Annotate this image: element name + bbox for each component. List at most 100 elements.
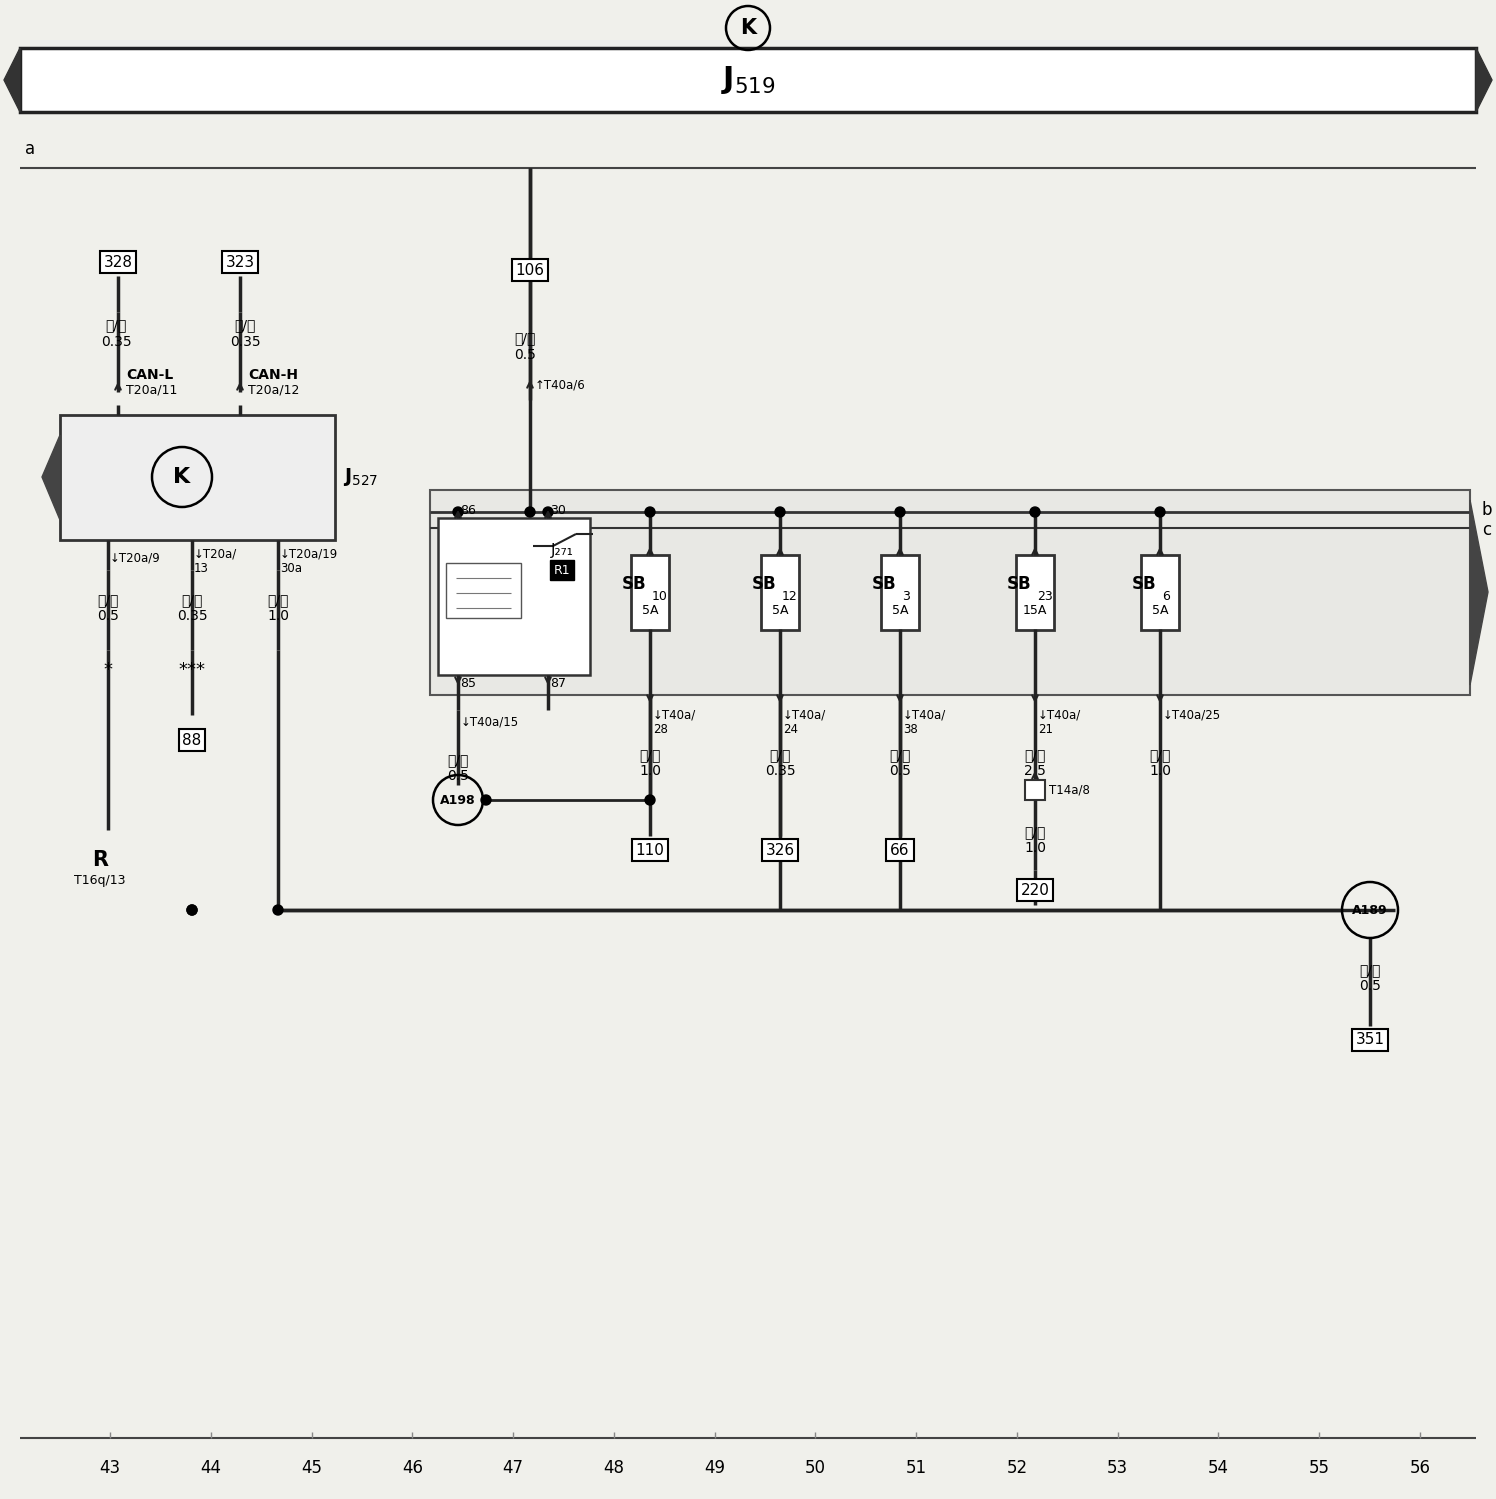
Text: 红/绿: 红/绿 bbox=[447, 752, 468, 767]
Text: 0.35: 0.35 bbox=[764, 764, 796, 778]
Text: SB: SB bbox=[751, 576, 776, 594]
Text: 30: 30 bbox=[551, 504, 565, 517]
Bar bbox=[429, 490, 1471, 696]
Text: $\mathbf{J}_{519}$: $\mathbf{J}_{519}$ bbox=[721, 64, 775, 96]
Text: 0.5: 0.5 bbox=[889, 764, 911, 778]
Text: 红/黄: 红/黄 bbox=[1360, 962, 1381, 977]
Text: SB: SB bbox=[1007, 576, 1031, 594]
Text: 86: 86 bbox=[459, 504, 476, 517]
Text: 0.5: 0.5 bbox=[447, 769, 468, 782]
Text: R1: R1 bbox=[554, 564, 570, 577]
Circle shape bbox=[525, 507, 536, 517]
Text: 红/黑: 红/黑 bbox=[515, 331, 536, 345]
Text: 红/黄: 红/黄 bbox=[268, 594, 289, 607]
Circle shape bbox=[453, 507, 462, 517]
Text: a: a bbox=[25, 139, 34, 157]
Text: 红/绿: 红/绿 bbox=[639, 748, 661, 761]
Text: ↓T20a/19: ↓T20a/19 bbox=[280, 547, 338, 561]
Circle shape bbox=[187, 905, 197, 914]
Circle shape bbox=[1155, 507, 1165, 517]
Text: R: R bbox=[91, 850, 108, 869]
Text: b: b bbox=[1483, 501, 1493, 519]
Text: SB: SB bbox=[1131, 576, 1156, 594]
Text: 1.0: 1.0 bbox=[639, 764, 661, 778]
Text: 85: 85 bbox=[459, 676, 476, 690]
Circle shape bbox=[272, 905, 283, 914]
Text: 0.5: 0.5 bbox=[1358, 979, 1381, 992]
Text: 橙/棕: 橙/棕 bbox=[105, 318, 127, 331]
Text: A189: A189 bbox=[1352, 904, 1388, 916]
Text: c: c bbox=[1483, 522, 1492, 540]
Text: 6: 6 bbox=[1162, 591, 1170, 603]
Text: 0.5: 0.5 bbox=[515, 348, 536, 361]
Text: CAN-L: CAN-L bbox=[126, 367, 174, 382]
Text: 13: 13 bbox=[194, 562, 209, 574]
Text: 红/黄: 红/黄 bbox=[1025, 748, 1046, 761]
Text: ↓T20a/: ↓T20a/ bbox=[194, 547, 238, 561]
Text: 灰/绿: 灰/绿 bbox=[97, 594, 118, 607]
Text: 51: 51 bbox=[905, 1459, 926, 1477]
Text: 87: 87 bbox=[551, 676, 565, 690]
Circle shape bbox=[775, 507, 785, 517]
Text: 红/黄: 红/黄 bbox=[1149, 748, 1171, 761]
Text: 220: 220 bbox=[1020, 883, 1049, 898]
Text: 110: 110 bbox=[636, 842, 664, 857]
Text: K: K bbox=[741, 18, 755, 37]
Text: 5A: 5A bbox=[1152, 604, 1168, 616]
Text: T14a/8: T14a/8 bbox=[1049, 784, 1091, 796]
Text: 黑/白: 黑/白 bbox=[181, 594, 202, 607]
Text: 23: 23 bbox=[1037, 591, 1053, 603]
Text: 56: 56 bbox=[1409, 1459, 1430, 1477]
Text: 1.0: 1.0 bbox=[266, 609, 289, 624]
Text: 43: 43 bbox=[99, 1459, 121, 1477]
Text: 3: 3 bbox=[902, 591, 910, 603]
Circle shape bbox=[482, 794, 491, 805]
Bar bbox=[60, 415, 335, 540]
Text: 28: 28 bbox=[652, 723, 667, 736]
Text: J₂₇₁: J₂₇₁ bbox=[551, 543, 573, 558]
Text: 328: 328 bbox=[103, 255, 133, 270]
Text: ↓T20a/9: ↓T20a/9 bbox=[111, 552, 160, 565]
Text: T20a/11: T20a/11 bbox=[126, 384, 178, 397]
Circle shape bbox=[645, 507, 655, 517]
Text: 12: 12 bbox=[782, 591, 797, 603]
Text: 52: 52 bbox=[1007, 1459, 1028, 1477]
Text: ↓T40a/25: ↓T40a/25 bbox=[1162, 709, 1221, 721]
Text: 47: 47 bbox=[503, 1459, 524, 1477]
Text: 88: 88 bbox=[183, 733, 202, 748]
Bar bbox=[446, 564, 521, 618]
Text: ↓T40a/: ↓T40a/ bbox=[1038, 709, 1082, 721]
Bar bbox=[1025, 779, 1046, 800]
Text: 54: 54 bbox=[1207, 1459, 1228, 1477]
Text: 24: 24 bbox=[782, 723, 797, 736]
Circle shape bbox=[895, 507, 905, 517]
Text: 红/绿: 红/绿 bbox=[1025, 824, 1046, 839]
Text: 50: 50 bbox=[805, 1459, 826, 1477]
Text: 53: 53 bbox=[1107, 1459, 1128, 1477]
Text: CAN-H: CAN-H bbox=[248, 367, 298, 382]
Text: ↓T40a/: ↓T40a/ bbox=[782, 709, 826, 721]
Text: 66: 66 bbox=[890, 842, 910, 857]
Text: 48: 48 bbox=[603, 1459, 624, 1477]
Bar bbox=[19, 48, 1477, 112]
Text: ↓T40a/15: ↓T40a/15 bbox=[461, 715, 519, 729]
Text: 5A: 5A bbox=[642, 604, 658, 616]
Circle shape bbox=[543, 507, 554, 517]
Text: T20a/12: T20a/12 bbox=[248, 384, 299, 397]
Text: A198: A198 bbox=[440, 793, 476, 806]
Text: 10: 10 bbox=[652, 591, 667, 603]
Text: K: K bbox=[174, 468, 190, 487]
Text: 44: 44 bbox=[200, 1459, 221, 1477]
Text: 326: 326 bbox=[766, 842, 794, 857]
Text: 0.35: 0.35 bbox=[177, 609, 208, 624]
Text: *: * bbox=[103, 661, 112, 679]
Bar bbox=[631, 555, 669, 630]
Text: 323: 323 bbox=[226, 255, 254, 270]
Text: 2.5: 2.5 bbox=[1025, 764, 1046, 778]
Text: 橙/黑: 橙/黑 bbox=[235, 318, 256, 331]
Text: 351: 351 bbox=[1355, 1033, 1384, 1048]
Bar bbox=[761, 555, 799, 630]
Text: 0.35: 0.35 bbox=[230, 334, 260, 349]
Bar bbox=[438, 519, 589, 675]
Text: 106: 106 bbox=[516, 262, 545, 277]
